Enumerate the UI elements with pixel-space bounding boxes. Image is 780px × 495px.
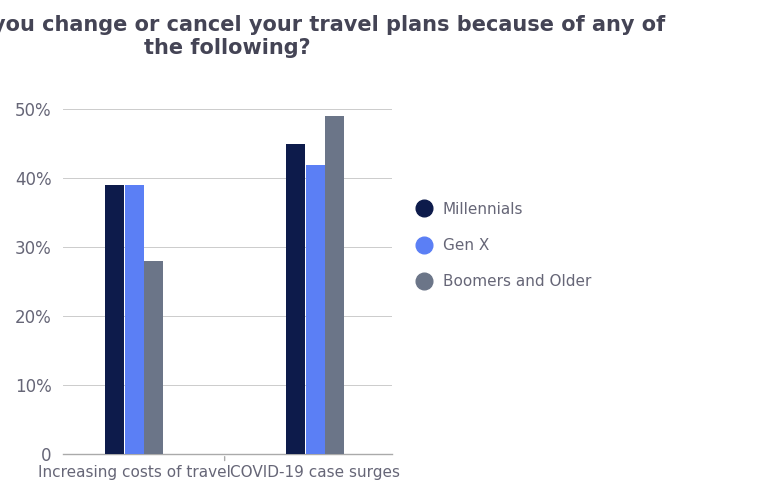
- Bar: [285, 144, 305, 454]
- Legend: Millennials, Gen X, Boomers and Older: Millennials, Gen X, Boomers and Older: [403, 186, 606, 305]
- Bar: [306, 164, 324, 454]
- Bar: [125, 185, 144, 454]
- Bar: [105, 185, 124, 454]
- Bar: [325, 116, 345, 454]
- Title: Question: Would you change or cancel your travel plans because of any of
the fol: Question: Would you change or cancel you…: [0, 15, 665, 58]
- Bar: [144, 261, 164, 454]
